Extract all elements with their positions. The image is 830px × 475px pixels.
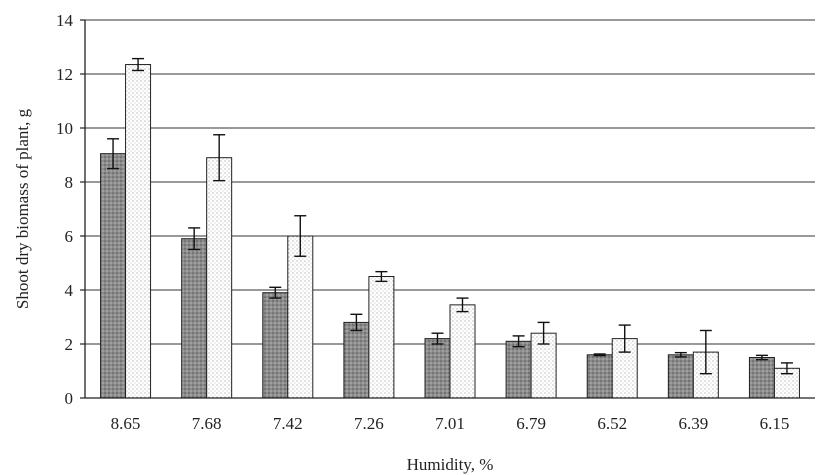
x-tick-label: 7.26 bbox=[354, 414, 384, 433]
x-tick-label: 6.79 bbox=[516, 414, 546, 433]
bar-series-2 bbox=[206, 157, 233, 399]
bar-series-1 bbox=[505, 340, 532, 399]
bar-series-2 bbox=[368, 276, 395, 399]
y-tick-label: 2 bbox=[65, 335, 74, 354]
x-axis-title: Humidity, % bbox=[407, 455, 494, 474]
x-tick-label: 8.65 bbox=[111, 414, 141, 433]
y-tick-label: 10 bbox=[56, 119, 73, 138]
bar-series-1 bbox=[343, 321, 370, 399]
bar-series-2 bbox=[125, 64, 152, 399]
y-tick-labels: 0 2 4 6 8 10 12 14 bbox=[56, 11, 85, 408]
x-tick-label: 7.68 bbox=[192, 414, 222, 433]
x-tick-labels: 8.65 7.68 7.42 7.26 7.01 6.79 6.52 6.39 6.15 bbox=[111, 414, 790, 433]
bar-series-1 bbox=[667, 354, 694, 399]
y-axis-title: Shoot dry biomass of plant, g bbox=[13, 108, 32, 309]
bars bbox=[100, 64, 800, 399]
bar-series-2 bbox=[449, 304, 476, 399]
axes bbox=[84, 20, 815, 399]
y-tick-label: 12 bbox=[56, 65, 73, 84]
bar-series-1 bbox=[748, 357, 775, 399]
bar-series-1 bbox=[262, 292, 289, 399]
x-tick-label: 7.01 bbox=[435, 414, 465, 433]
bar-series-1 bbox=[181, 238, 208, 399]
x-tick-label: 7.42 bbox=[273, 414, 303, 433]
bar-series-2 bbox=[287, 235, 314, 399]
bar-series-1 bbox=[424, 338, 451, 399]
y-tick-label: 14 bbox=[56, 11, 74, 30]
error-bars bbox=[107, 57, 793, 375]
y-tick-label: 4 bbox=[65, 281, 74, 300]
bar-series-1 bbox=[100, 153, 127, 399]
x-tick-label: 6.39 bbox=[678, 414, 708, 433]
x-tick-label: 6.15 bbox=[760, 414, 790, 433]
y-tick-label: 0 bbox=[65, 389, 74, 408]
bar-series-1 bbox=[586, 354, 613, 399]
y-tick-label: 8 bbox=[65, 173, 74, 192]
y-tick-label: 6 bbox=[65, 227, 74, 246]
x-tick-label: 6.52 bbox=[597, 414, 627, 433]
